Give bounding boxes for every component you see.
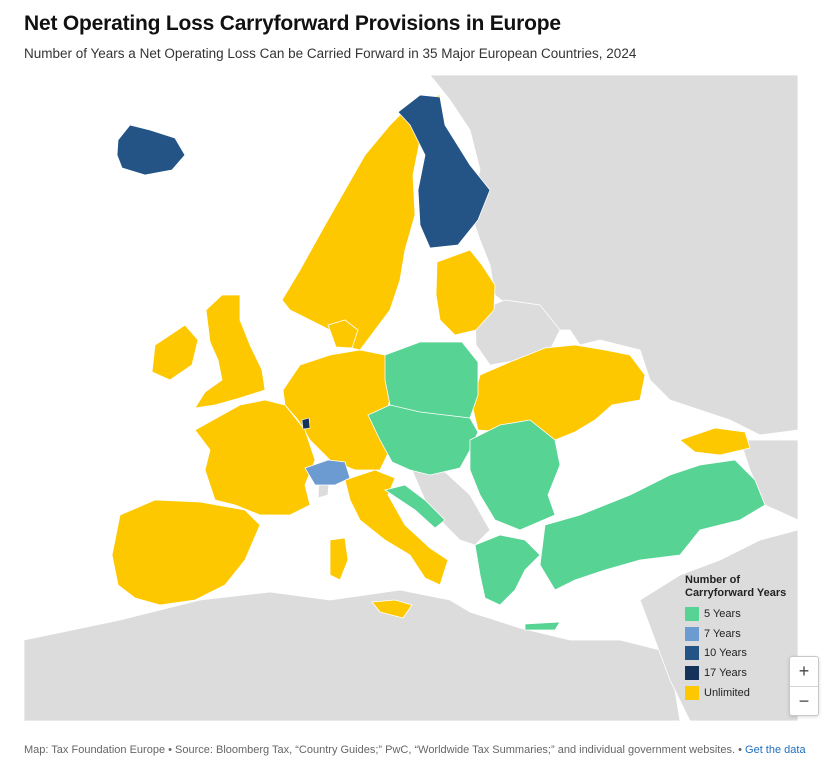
- legend-label: 17 Years: [704, 667, 747, 680]
- zoom-in-button[interactable]: +: [798, 661, 810, 681]
- crete-region[interactable]: [524, 621, 561, 631]
- baltics-region[interactable]: [435, 249, 496, 336]
- legend-swatch: [685, 666, 699, 681]
- greece-region[interactable]: [474, 534, 541, 606]
- unlimited-regions: [111, 94, 751, 619]
- ireland-region[interactable]: [151, 324, 199, 381]
- georgia-region[interactable]: [679, 427, 751, 456]
- map-area[interactable]: [24, 75, 798, 721]
- italy-region[interactable]: [344, 469, 449, 586]
- page-subtitle: Number of Years a Net Operating Loss Can…: [24, 46, 637, 61]
- legend-item-unlimited: Unlimited: [685, 683, 797, 703]
- sardinia-region[interactable]: [329, 537, 349, 581]
- five-years-regions: [367, 341, 766, 631]
- map-svg: [24, 75, 798, 721]
- romania-bulgaria-region[interactable]: [469, 419, 561, 531]
- get-data-link[interactable]: Get the data: [745, 744, 806, 756]
- legend-title-line2: Carryforward Years: [685, 587, 787, 599]
- legend-item-17-years: 17 Years: [685, 663, 797, 683]
- zoom-out-button[interactable]: −: [790, 686, 818, 715]
- denmark-region[interactable]: [327, 319, 359, 349]
- legend-label: Unlimited: [704, 687, 750, 700]
- switzerland-region[interactable]: [304, 459, 351, 486]
- finland-region[interactable]: [397, 94, 491, 249]
- legend-item-7-years: 7 Years: [685, 624, 797, 644]
- source-text: Map: Tax Foundation Europe • Source: Blo…: [24, 744, 742, 756]
- ten-years-regions: [116, 94, 491, 249]
- uk-region[interactable]: [194, 294, 266, 409]
- north-africa-land: [24, 589, 681, 721]
- legend-swatch: [685, 646, 699, 661]
- legend-title-line1: Number of: [685, 574, 740, 586]
- sicily-region[interactable]: [371, 599, 413, 619]
- zoom-control: + −: [789, 656, 819, 716]
- legend-label: 5 Years: [704, 607, 741, 620]
- legend-title: Number of Carryforward Years: [685, 574, 797, 600]
- croatia-region[interactable]: [384, 484, 446, 529]
- caucasus-land: [739, 439, 798, 521]
- iberia-region[interactable]: [111, 499, 261, 606]
- legend-label: 10 Years: [704, 647, 747, 660]
- central-europe-region[interactable]: [367, 404, 479, 476]
- legend-swatch: [685, 606, 699, 621]
- legend: Number of Carryforward Years 5 Years 7 Y…: [685, 574, 797, 703]
- background-land: [24, 75, 798, 721]
- france-region[interactable]: [194, 399, 316, 516]
- turkey-region[interactable]: [539, 459, 766, 591]
- page-title: Net Operating Loss Carryforward Provisio…: [24, 12, 561, 35]
- legend-swatch: [685, 626, 699, 641]
- legend-item-5-years: 5 Years: [685, 604, 797, 624]
- iceland-region[interactable]: [116, 124, 186, 176]
- legend-swatch: [685, 686, 699, 701]
- legend-item-10-years: 10 Years: [685, 644, 797, 664]
- legend-label: 7 Years: [704, 627, 741, 640]
- luxembourg-region[interactable]: [301, 417, 311, 430]
- footer: Map: Tax Foundation Europe • Source: Blo…: [24, 744, 806, 756]
- middle-east-land: [639, 529, 798, 721]
